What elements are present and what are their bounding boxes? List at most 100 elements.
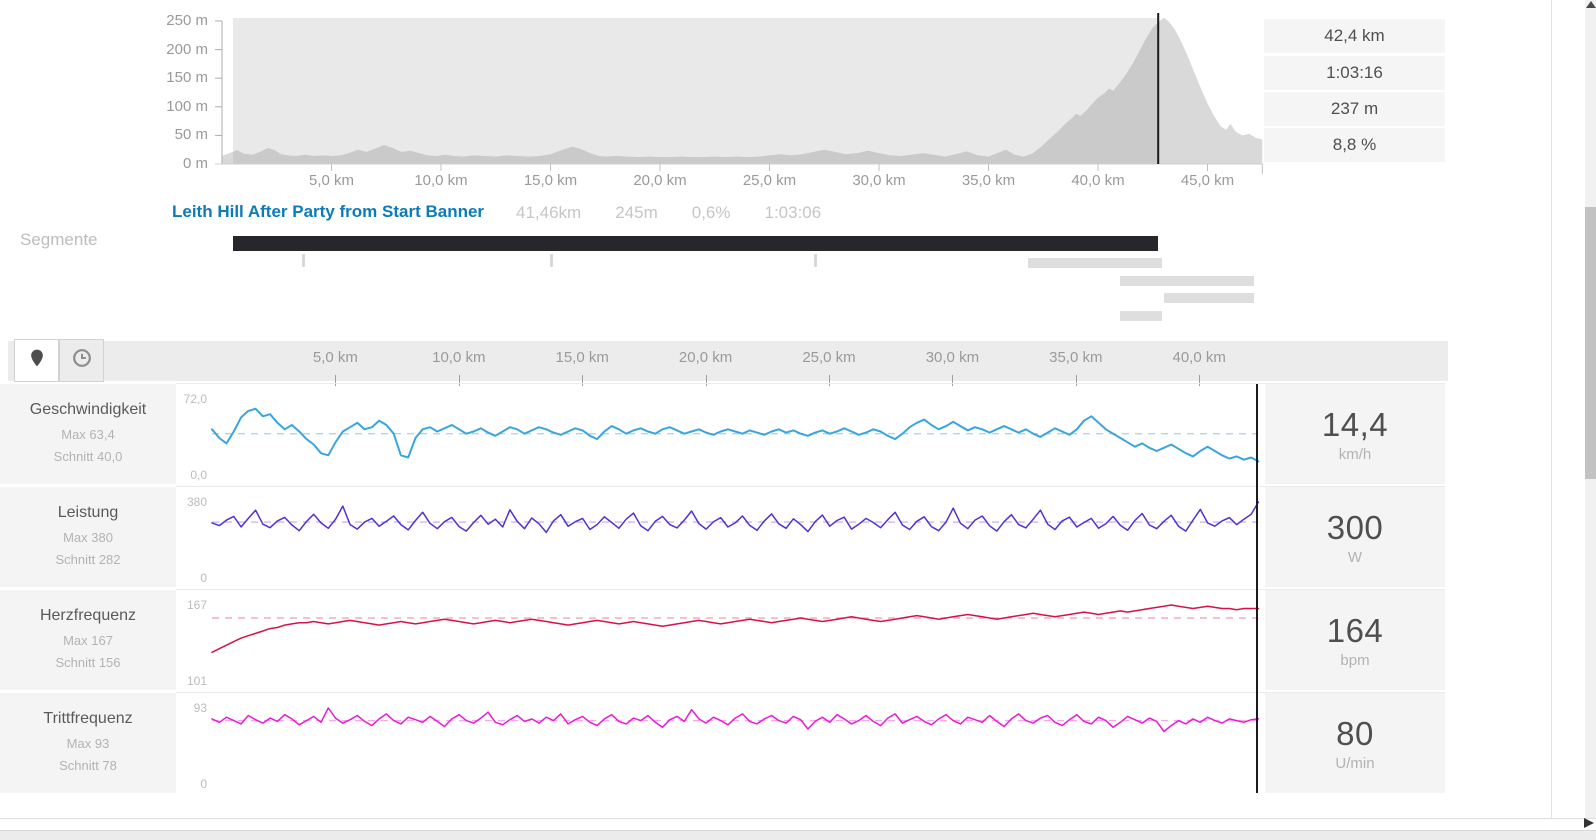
scroll-right-arrow-icon[interactable] bbox=[1584, 818, 1594, 828]
bottom-divider bbox=[0, 818, 1596, 819]
metric-avg: Schnitt 78 bbox=[59, 757, 117, 773]
y-axis-min: 0 bbox=[200, 777, 207, 791]
elevation-x-tick-label: 35,0 km bbox=[961, 172, 1016, 189]
segment-effort-bar[interactable] bbox=[1120, 311, 1162, 321]
elevation-x-tick-label: 30,0 km bbox=[852, 172, 906, 189]
metric-title: Trittfrequenz bbox=[43, 710, 133, 728]
metric-avg: Schnitt 156 bbox=[55, 654, 121, 670]
charts-x-tick-label: 20,0 km bbox=[678, 349, 733, 366]
row-divider bbox=[176, 486, 1445, 487]
cadence-label-panel: Trittfrequenz Max 93 Schnitt 78 bbox=[0, 693, 176, 793]
y-axis-min: 0,0 bbox=[190, 468, 207, 482]
y-axis-max: 380 bbox=[186, 495, 207, 509]
row-divider bbox=[176, 589, 1445, 590]
clock-icon bbox=[71, 347, 93, 374]
elevation-stat-value: 8,8 % bbox=[1264, 128, 1445, 162]
metric-title: Geschwindigkeit bbox=[29, 401, 147, 419]
chart-cursor-line[interactable] bbox=[1256, 384, 1258, 793]
metric-max: Max 380 bbox=[63, 530, 113, 546]
metric-row-speed: Geschwindigkeit Max 63,4 Schnitt 40,0 72… bbox=[0, 383, 1596, 484]
metric-max: Max 93 bbox=[66, 736, 110, 752]
segment-elevation: 245m bbox=[615, 203, 658, 222]
y-axis-min: 101 bbox=[186, 674, 207, 688]
row-divider bbox=[176, 692, 1445, 693]
metric-title: Leistung bbox=[57, 504, 119, 522]
y-axis-max: 167 bbox=[186, 598, 207, 612]
heartrate-value-panel: 164 bpm bbox=[1265, 590, 1445, 690]
scroll-up-arrow-icon[interactable] bbox=[1586, 1, 1596, 8]
charts-x-axis-bar bbox=[8, 341, 1448, 381]
charts-x-tick-label: 35,0 km bbox=[1049, 349, 1103, 366]
elevation-x-tick-label: 45,0 km bbox=[1180, 172, 1235, 189]
segment-marker-tick bbox=[550, 254, 553, 267]
elevation-y-tick-label: 50 m bbox=[174, 126, 208, 144]
charts-x-tick-label: 10,0 km bbox=[432, 349, 486, 366]
elevation-x-tick-label: 40,0 km bbox=[1071, 172, 1125, 189]
segment-name-link[interactable]: Leith Hill After Party from Start Banner bbox=[172, 202, 485, 221]
metric-row-power: Leistung Max 380 Schnitt 282 380 0 300 W bbox=[0, 486, 1596, 587]
elevation-stat-value: 237 m bbox=[1264, 92, 1445, 126]
charts-x-tick bbox=[705, 375, 707, 386]
power-label-panel: Leistung Max 380 Schnitt 282 bbox=[0, 487, 176, 587]
charts-x-tick bbox=[1075, 375, 1077, 386]
current-value: 164 bbox=[1326, 611, 1384, 649]
segment-effort-bar[interactable] bbox=[1028, 258, 1162, 268]
charts-x-tick-label: 15,0 km bbox=[555, 349, 609, 366]
elevation-stat-value: 42,4 km bbox=[1264, 19, 1445, 53]
elevation-x-tick-label: 10,0 km bbox=[414, 172, 468, 189]
location-pin-icon bbox=[27, 348, 47, 373]
charts-x-tick bbox=[952, 375, 954, 386]
elevation-y-tick-label: 100 m bbox=[166, 97, 208, 115]
charts-x-tick bbox=[829, 375, 830, 386]
charts-x-tick bbox=[1199, 375, 1201, 386]
elevation-y-tick-label: 150 m bbox=[166, 69, 208, 87]
value-unit: bpm bbox=[1340, 651, 1370, 669]
metric-avg: Schnitt 282 bbox=[55, 551, 121, 567]
selected-segment-bar[interactable] bbox=[233, 236, 1158, 251]
charts-x-tick-label: 40,0 km bbox=[1172, 349, 1226, 366]
current-value: 80 bbox=[1336, 714, 1374, 752]
elevation-x-tick-label: 5,0 km bbox=[308, 172, 354, 189]
elevation-y-tick-label: 0 m bbox=[182, 155, 208, 172]
vertical-divider bbox=[1551, 0, 1552, 819]
segments-section-label: Segmente bbox=[20, 230, 98, 249]
charts-x-tick-label: 25,0 km bbox=[802, 349, 856, 366]
metric-avg: Schnitt 40,0 bbox=[53, 448, 123, 464]
metric-row-heartrate: Herzfrequenz Max 167 Schnitt 156 167 101… bbox=[0, 589, 1596, 690]
vertical-scrollbar-thumb[interactable] bbox=[1585, 207, 1596, 479]
horizontal-scrollbar-track[interactable] bbox=[0, 830, 1596, 840]
elevation-stat-value: 1:03:16 bbox=[1264, 56, 1445, 90]
y-axis-max: 93 bbox=[193, 701, 207, 715]
elevation-x-tick-label: 15,0 km bbox=[523, 172, 578, 189]
segment-effort-bar[interactable] bbox=[1120, 276, 1254, 286]
power-chart[interactable] bbox=[208, 487, 1266, 587]
metric-max: Max 63,4 bbox=[61, 427, 115, 443]
value-unit: km/h bbox=[1338, 445, 1372, 463]
metric-row-cadence: Trittfrequenz Max 93 Schnitt 78 93 0 80 … bbox=[0, 692, 1596, 793]
distance-mode-button[interactable] bbox=[14, 339, 59, 382]
segment-effort-bar[interactable] bbox=[1164, 293, 1254, 303]
segment-time: 1:03:06 bbox=[764, 203, 822, 222]
time-mode-button[interactable] bbox=[59, 339, 104, 382]
cadence-value-panel: 80 U/min bbox=[1265, 693, 1445, 793]
elevation-y-tick-label: 250 m bbox=[166, 12, 208, 29]
elevation-y-tick-label: 200 m bbox=[166, 40, 208, 58]
charts-x-tick bbox=[458, 375, 460, 386]
value-unit: W bbox=[1347, 548, 1363, 566]
segment-stats: 41,46km 245m 0,6% 1:03:06 bbox=[516, 203, 821, 223]
heartrate-label-panel: Herzfrequenz Max 167 Schnitt 156 bbox=[0, 590, 176, 690]
charts-x-tick bbox=[582, 375, 584, 386]
elevation-chart[interactable] bbox=[214, 8, 1270, 178]
segment-marker-tick bbox=[302, 254, 305, 267]
speed-chart[interactable] bbox=[208, 384, 1266, 484]
cadence-chart[interactable] bbox=[208, 693, 1266, 793]
heartrate-chart[interactable] bbox=[208, 590, 1266, 690]
current-value: 14,4 bbox=[1321, 405, 1389, 443]
row-divider bbox=[176, 383, 1445, 384]
charts-x-tick bbox=[335, 375, 337, 386]
elevation-x-tick-label: 20,0 km bbox=[633, 172, 687, 189]
elevation-x-tick-label: 25,0 km bbox=[742, 172, 797, 189]
power-value-panel: 300 W bbox=[1265, 487, 1445, 587]
metric-title: Herzfrequenz bbox=[39, 607, 137, 625]
segment-grade: 0,6% bbox=[691, 203, 731, 222]
